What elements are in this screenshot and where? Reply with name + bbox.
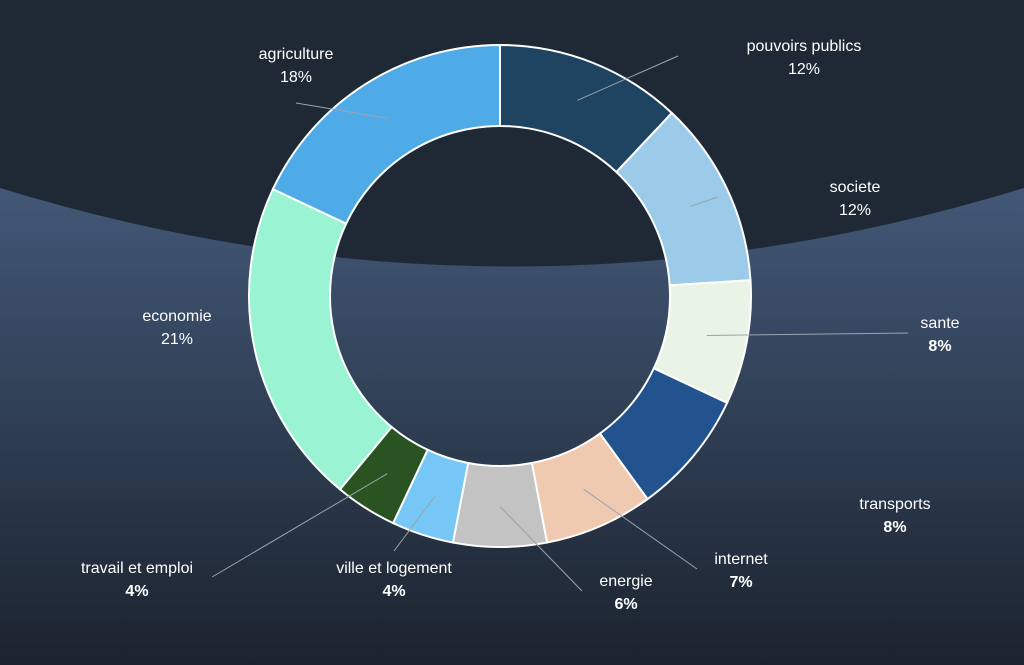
slice-category-label: sante bbox=[920, 315, 960, 332]
slice-value-label: 8% bbox=[928, 338, 952, 355]
slice-value-label: 8% bbox=[883, 519, 907, 536]
slice-label-ville-et-logement: ville et logement 4% bbox=[336, 557, 452, 603]
slice-energie bbox=[451, 461, 549, 548]
slice-label-pouvoirs-publics: pouvoirs publics 12% bbox=[747, 35, 862, 81]
leader-line-sante bbox=[706, 332, 909, 336]
leader-line-pouvoirs-publics bbox=[577, 55, 679, 101]
donut-slices bbox=[248, 43, 752, 548]
leader-line-travail-et-emploi bbox=[211, 473, 388, 578]
slice-label-travail-et-emploi: travail et emploi 4% bbox=[81, 557, 193, 603]
slice-value-label: 4% bbox=[125, 583, 149, 600]
slice-value-label: 12% bbox=[838, 202, 872, 219]
leader-line-agriculture bbox=[295, 102, 388, 119]
slice-agriculture bbox=[271, 43, 501, 225]
leader-line-internet bbox=[583, 488, 698, 570]
slice-value-label: 12% bbox=[787, 61, 821, 78]
slice-category-label: agriculture bbox=[258, 46, 334, 63]
slice-category-label: energie bbox=[599, 573, 653, 590]
leader-lines bbox=[211, 55, 909, 592]
slice-category-label: societe bbox=[829, 179, 881, 196]
slice-category-label: economie bbox=[142, 308, 212, 325]
slice-label-economie: economie 21% bbox=[142, 305, 211, 351]
slice-category-label: ville et logement bbox=[336, 560, 452, 577]
slice-value-label: 18% bbox=[279, 69, 313, 86]
slice-label-transports: transports 8% bbox=[859, 493, 930, 539]
slice-category-label: travail et emploi bbox=[80, 560, 194, 577]
leader-line-ville-et-logement bbox=[393, 495, 436, 552]
leader-line-energie bbox=[499, 506, 583, 592]
slice-label-internet: internet 7% bbox=[714, 548, 767, 594]
slice-category-label: pouvoirs publics bbox=[746, 38, 862, 55]
slice-value-label: 21% bbox=[160, 331, 194, 348]
slice-label-agriculture: agriculture 18% bbox=[259, 43, 334, 89]
slice-label-sante: sante 8% bbox=[920, 312, 959, 358]
slice-value-label: 6% bbox=[614, 596, 638, 613]
slice-label-energie: energie 6% bbox=[599, 570, 652, 616]
slice-label-societe: societe 12% bbox=[830, 176, 881, 222]
slice-category-label: transports bbox=[859, 496, 931, 513]
leader-line-societe bbox=[690, 196, 719, 207]
slice-value-label: 4% bbox=[382, 583, 406, 600]
slice-category-label: internet bbox=[714, 551, 768, 568]
slice-value-label: 7% bbox=[729, 574, 753, 591]
slice-economie bbox=[248, 187, 394, 491]
